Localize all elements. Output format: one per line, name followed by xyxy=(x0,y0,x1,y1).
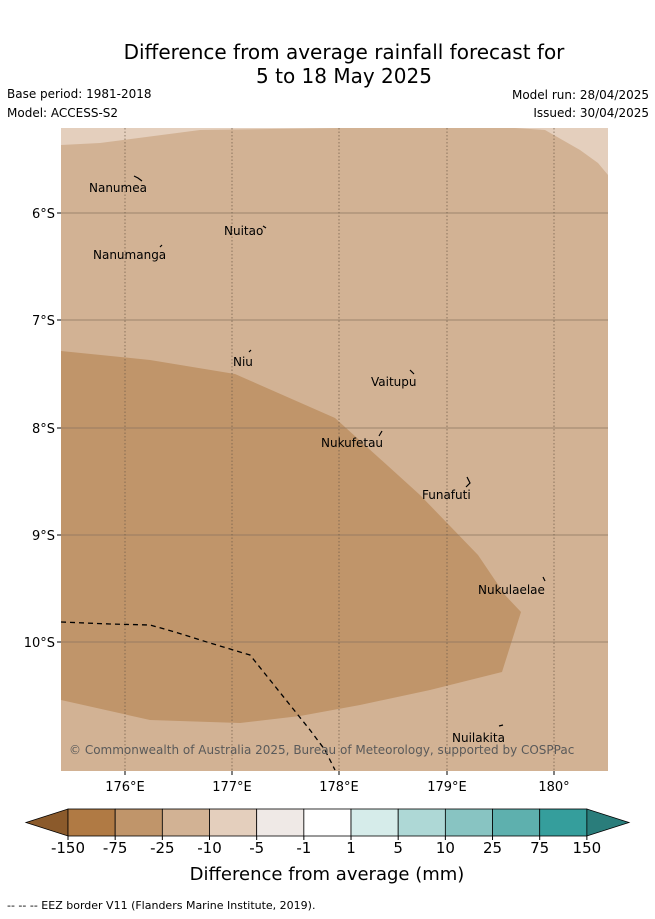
place-label-funafuti: Funafuti xyxy=(422,488,471,502)
colorbar-bin xyxy=(303,808,352,837)
place-label-nukufetau: Nukufetau xyxy=(321,436,383,450)
colorbar-bin xyxy=(209,808,258,837)
colorbar-bin xyxy=(67,808,116,837)
island-nuilakita xyxy=(498,724,504,727)
chart-title: Difference from average rainfall forecas… xyxy=(0,40,655,88)
island-nukulaelae xyxy=(542,576,546,582)
colorbar-bin xyxy=(397,808,446,837)
island-funafuti xyxy=(465,476,471,488)
colorbar-bin xyxy=(350,808,399,837)
place-label-nanumea: Nanumea xyxy=(89,181,147,195)
colorbar-tick-label: 5 xyxy=(393,839,403,857)
island-nanumanga xyxy=(159,244,163,248)
lon-label: 179°E xyxy=(427,780,467,795)
lat-label: 6°S xyxy=(32,207,55,222)
place-label-nanumanga: Nanumanga xyxy=(93,248,166,262)
lon-label: 177°E xyxy=(212,780,252,795)
eez-legend: -- -- -- EEZ border V11 (Flanders Marine… xyxy=(7,899,316,912)
lon-label: 180° xyxy=(538,780,569,795)
map-area: Nanumea Nuitao Nanumanga Niu Vaitupu Nuk… xyxy=(61,128,608,771)
colorbar-bin xyxy=(539,808,588,837)
lat-label: 8°S xyxy=(32,422,55,437)
colorbar-extend-low xyxy=(24,808,69,837)
island-vaitupu xyxy=(409,369,415,375)
colorbar-bin xyxy=(161,808,210,837)
colorbar-bin xyxy=(256,808,305,837)
place-label-vaitupu: Vaitupu xyxy=(371,375,417,389)
colorbar xyxy=(24,808,631,837)
base-period: Base period: 1981-2018 xyxy=(7,87,152,101)
place-label-nukulaelae: Nukulaelae xyxy=(478,583,545,597)
anomaly-field-25-75 xyxy=(61,351,521,723)
colorbar-tick-label: 25 xyxy=(483,839,502,857)
colorbar-tick-label: -1 xyxy=(296,839,311,857)
graticule xyxy=(61,212,608,643)
lon-label: 178°E xyxy=(319,780,359,795)
colorbar-bin xyxy=(492,808,541,837)
lat-label: 7°S xyxy=(32,314,55,329)
colorbar-tick-label: -150 xyxy=(51,839,85,857)
title-line-1: Difference from average rainfall forecas… xyxy=(123,40,565,64)
copyright-notice: © Commonwealth of Australia 2025, Bureau… xyxy=(69,743,574,757)
model-name: Model: ACCESS-S2 xyxy=(7,106,119,120)
place-label-nuitao: Nuitao xyxy=(224,224,263,238)
latitude-axis: 6°S 7°S 8°S 9°S 10°S xyxy=(24,207,61,651)
lat-label: 10°S xyxy=(24,636,55,651)
island-outlines xyxy=(133,175,546,727)
island-nukufetau xyxy=(378,430,383,437)
colorbar-tick-label: 10 xyxy=(436,839,455,857)
lat-label: 9°S xyxy=(32,529,55,544)
island-niu xyxy=(248,349,252,353)
island-nuitao xyxy=(262,225,267,229)
colorbar-extend-high xyxy=(586,808,631,837)
colorbar-title: Difference from average (mm) xyxy=(190,864,465,885)
anomaly-field-5-10 xyxy=(61,128,608,175)
island-nanumea xyxy=(133,175,143,182)
colorbar-tick-label: -75 xyxy=(103,839,128,857)
colorbar-tick-label: 150 xyxy=(573,839,602,857)
colorbar-ticks: -150 -75 -25 -10 -5 -1 1 5 10 25 75 150 xyxy=(51,836,601,857)
colorbar-tick-label: 75 xyxy=(530,839,549,857)
colorbar-bin xyxy=(444,808,493,837)
longitude-axis: 176°E 177°E 178°E 179°E 180° xyxy=(105,771,570,795)
colorbar-bin xyxy=(114,808,163,837)
place-label-niu: Niu xyxy=(233,355,253,369)
colorbar-tick-label: -5 xyxy=(249,839,264,857)
colorbar-tick-label: -25 xyxy=(150,839,175,857)
colorbar-tick-label: 1 xyxy=(346,839,356,857)
eez-border xyxy=(61,621,336,771)
place-label-nuilakita: Nuilakita xyxy=(452,731,505,745)
model-run: Model run: 28/04/2025 xyxy=(511,88,649,102)
lon-label: 176°E xyxy=(105,780,145,795)
colorbar-tick-label: -10 xyxy=(197,839,222,857)
meridians xyxy=(124,128,555,771)
title-line-2: 5 to 18 May 2025 xyxy=(256,64,432,88)
issued-date: Issued: 30/04/2025 xyxy=(533,106,649,120)
